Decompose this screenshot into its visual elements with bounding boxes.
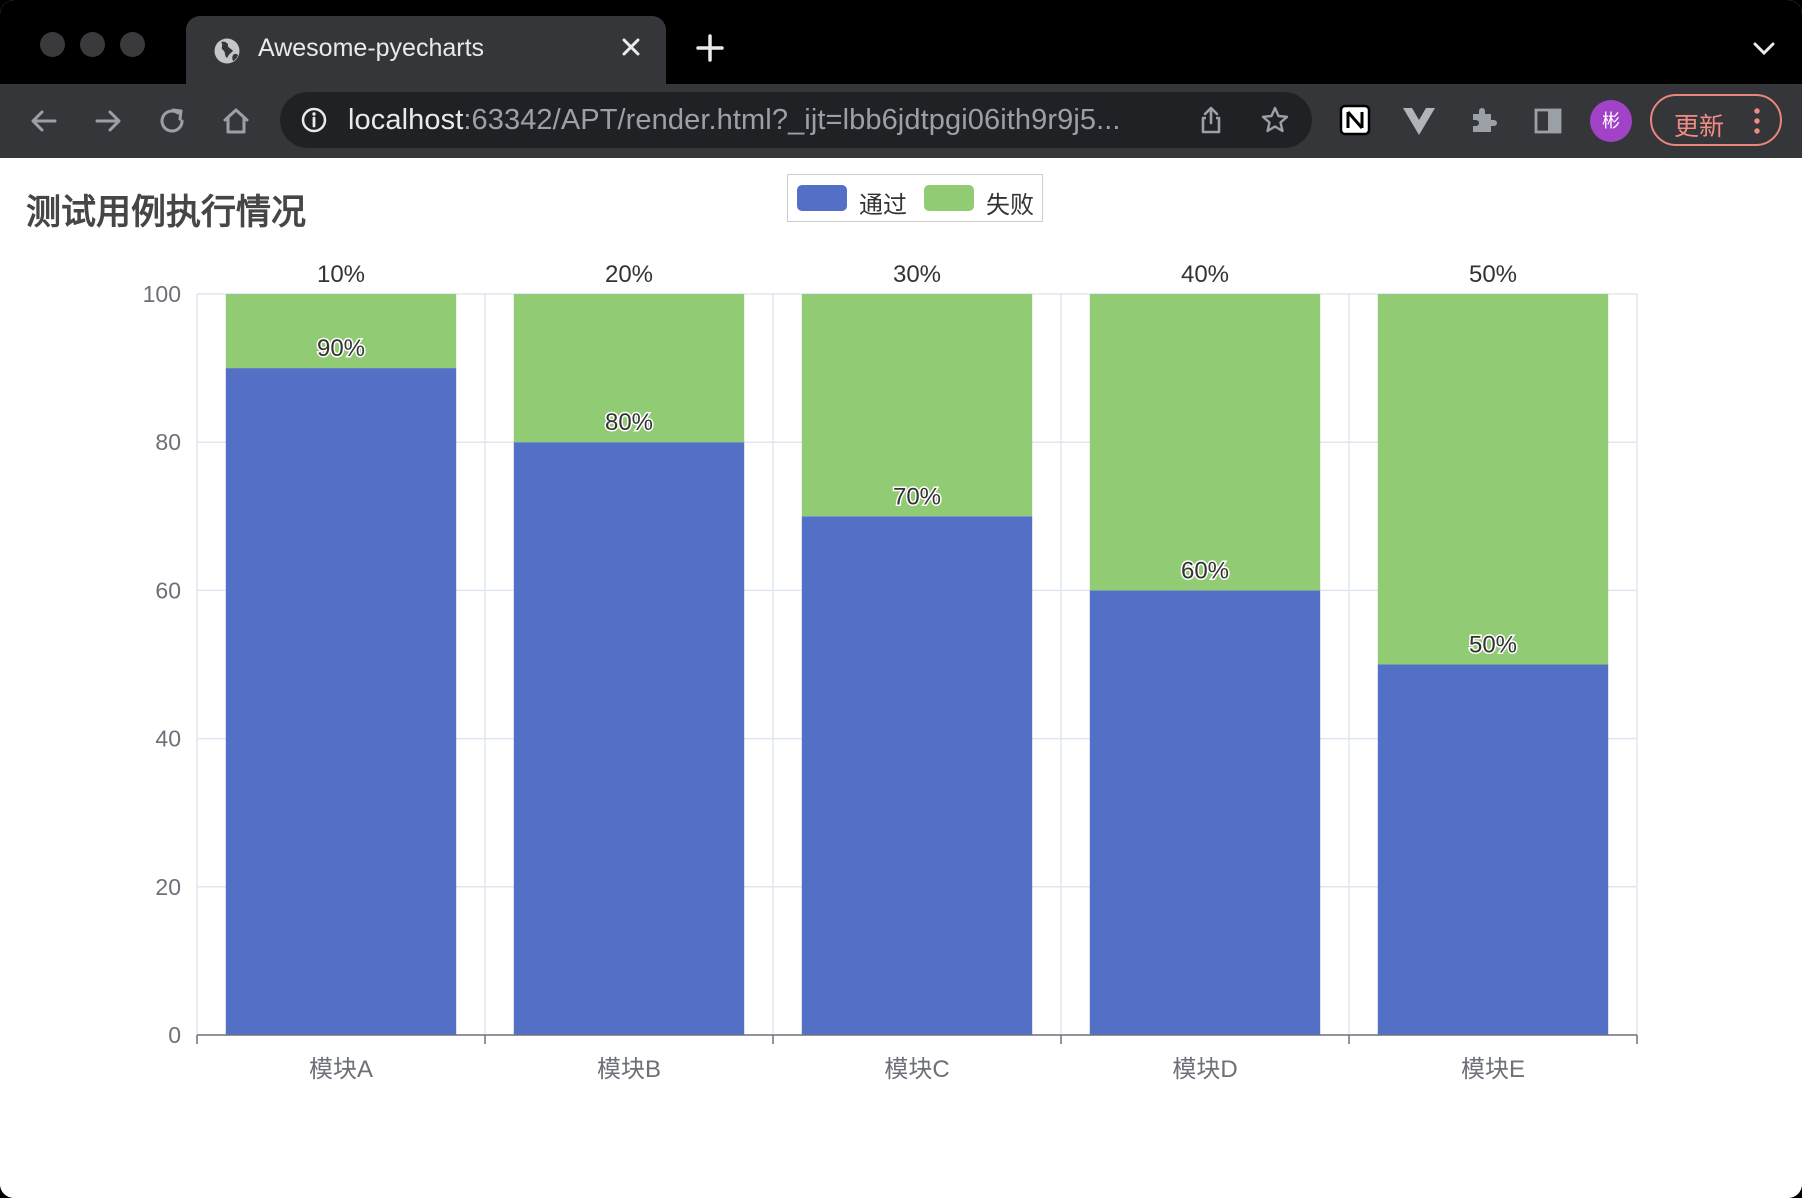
chart-legend: 通过 失败 [787, 174, 1043, 222]
url-text: localhost:63342/APT/render.html?_ijt=lbb… [348, 104, 1121, 137]
address-bar[interactable]: localhost:63342/APT/render.html?_ijt=lbb… [280, 92, 1312, 148]
data-label-fail: 20% [605, 261, 653, 288]
forward-arrow-icon[interactable] [89, 102, 127, 140]
data-label-pass: 80% [605, 409, 653, 436]
x-tick-label: 模块A [309, 1056, 373, 1083]
y-tick-label: 80 [155, 429, 181, 455]
legend-label-pass: 通过 [859, 192, 907, 219]
y-tick-label: 40 [155, 726, 181, 752]
star-icon[interactable] [1260, 105, 1290, 135]
y-tick-label: 20 [155, 874, 181, 900]
url-path: :63342/APT/render.html?_ijt=lbb6jdtpgi06… [463, 104, 1121, 136]
zoom-window-button[interactable] [120, 32, 145, 57]
bar-fail[interactable] [225, 294, 457, 369]
bar-fail[interactable] [801, 294, 1033, 517]
legend-label-fail: 失败 [986, 192, 1034, 219]
x-tick-label: 模块B [597, 1056, 661, 1083]
avatar[interactable]: 彬 [1590, 100, 1632, 142]
stacked-bar-chart: 0 20 40 60 80 100 模块A 模块B 模块C 模块D 模块E 90% 10% 80% 20%… [143, 261, 1638, 1083]
data-label-fail: 40% [1181, 261, 1229, 288]
chevron-down-icon[interactable] [1752, 38, 1776, 58]
legend-item-pass[interactable]: 通过 [797, 175, 907, 221]
home-icon[interactable] [217, 102, 255, 140]
x-tick-label: 模块E [1461, 1056, 1525, 1083]
data-label-fail: 50% [1469, 261, 1517, 288]
url-host: localhost [348, 104, 464, 136]
bar-pass[interactable] [225, 368, 457, 1036]
data-label-fail: 30% [893, 261, 941, 288]
minimize-window-button[interactable] [80, 32, 105, 57]
data-label-pass: 70% [893, 483, 941, 510]
globe-icon [214, 38, 240, 64]
data-label-pass: 50% [1469, 632, 1517, 659]
data-label-fail: 10% [317, 261, 365, 288]
legend-item-fail[interactable]: 失败 [924, 175, 1036, 221]
data-label-pass: 60% [1181, 557, 1229, 584]
browser-tab[interactable]: Awesome-pyecharts [186, 16, 666, 84]
bar-fail[interactable] [513, 294, 745, 443]
page-content: 0 20 40 60 80 100 模块A 模块B 模块C 模块D 模块E 90% 10% 80% 20%… [0, 158, 1802, 1198]
bar-pass[interactable] [1089, 590, 1321, 1035]
browser-toolbar: localhost:63342/APT/render.html?_ijt=lbb… [0, 84, 1802, 158]
data-label-pass: 90% [317, 335, 365, 362]
puzzle-icon[interactable] [1465, 102, 1503, 140]
vue-devtools-icon[interactable] [1400, 102, 1438, 140]
close-icon[interactable] [616, 32, 646, 62]
axes: 0 20 40 60 80 100 模块A 模块B 模块C 模块D 模块E [143, 281, 1638, 1083]
share-icon[interactable] [1196, 105, 1226, 135]
bar-pass[interactable] [513, 442, 745, 1035]
bar-series [225, 294, 1609, 1036]
bar-pass[interactable] [1377, 664, 1609, 1036]
plus-icon[interactable] [692, 30, 728, 66]
bar-pass[interactable] [801, 516, 1033, 1035]
info-icon[interactable] [300, 106, 328, 134]
close-window-button[interactable] [40, 32, 65, 57]
bar-fail[interactable] [1377, 294, 1609, 665]
y-tick-label: 60 [155, 577, 181, 603]
data-labels: 90% 10% 80% 20% 70% 30% 60% 40% 50% 50% [315, 261, 1518, 660]
update-button-label: 更新 [1674, 113, 1725, 141]
notion-icon[interactable] [1336, 101, 1374, 139]
tab-title: Awesome-pyecharts [258, 34, 485, 62]
kebab-menu-icon [1754, 108, 1760, 134]
chart-title: 测试用例执行情况 [26, 193, 307, 232]
back-arrow-icon[interactable] [25, 102, 63, 140]
bar-fail[interactable] [1089, 294, 1321, 591]
legend-swatch-fail [924, 185, 974, 211]
y-tick-label: 100 [143, 281, 181, 307]
side-panel-icon[interactable] [1529, 102, 1567, 140]
x-tick-label: 模块C [884, 1056, 949, 1083]
x-tick-label: 模块D [1172, 1056, 1237, 1083]
y-tick-label: 0 [168, 1022, 181, 1048]
update-button[interactable]: 更新 [1650, 94, 1782, 146]
reload-icon[interactable] [153, 102, 191, 140]
tab-strip: Awesome-pyecharts [0, 0, 1802, 84]
legend-swatch-pass [797, 185, 847, 211]
